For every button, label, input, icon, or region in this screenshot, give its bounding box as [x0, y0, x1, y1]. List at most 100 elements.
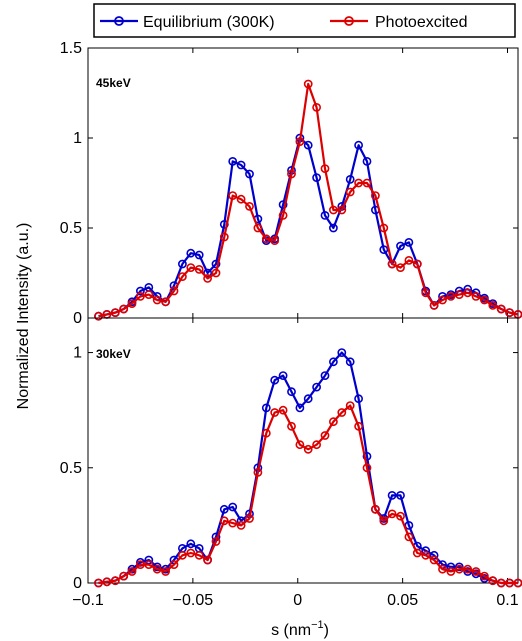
top-point-photoexcited: [236, 194, 246, 204]
top-point-photoexcited: [438, 295, 447, 305]
bot-point-equilibrium: [362, 451, 372, 461]
top-point-photoexcited: [362, 178, 372, 188]
bot-point-photoexcited: [194, 550, 204, 560]
top-point-photoexcited: [328, 205, 338, 215]
top-point-equilibrium: [278, 200, 288, 209]
top-point-photoexcited: [194, 264, 204, 274]
bot-point-equilibrium: [312, 382, 321, 392]
top-point-photoexcited: [370, 191, 380, 200]
bot-point-photoexcited: [312, 440, 321, 450]
top-point-photoexcited: [471, 291, 481, 301]
x-axis-label-sup: −1: [311, 619, 324, 631]
bot-ytick-label: 0: [73, 575, 82, 592]
bot-point-photoexcited: [320, 431, 330, 440]
legend-marker-photoexcited: [344, 16, 354, 26]
top-point-photoexcited: [404, 255, 414, 265]
bot-point-photoexcited: [412, 548, 422, 558]
bot-point-equilibrium: [387, 490, 397, 500]
bot-point-equilibrium: [186, 539, 196, 549]
bot-point-photoexcited: [370, 504, 380, 514]
bot-point-photoexcited: [438, 564, 447, 574]
bot-point-photoexcited: [463, 564, 473, 574]
top-point-photoexcited: [337, 205, 347, 215]
top-point-equilibrium: [328, 223, 338, 233]
bot-point-photoexcited: [429, 555, 439, 565]
top-point-photoexcited: [345, 187, 355, 197]
bottom-panel-frame: [87, 317, 519, 584]
bot-point-photoexcited: [144, 560, 154, 569]
bot-point-photoexcited: [119, 571, 129, 581]
top-point-photoexcited: [144, 290, 154, 299]
top-point-photoexcited: [177, 272, 187, 281]
bot-point-equilibrium: [261, 403, 271, 413]
top-panel-frame: [87, 47, 519, 319]
bottom-y-ticks: 00.51: [60, 345, 518, 592]
bot-point-photoexcited: [354, 421, 363, 431]
bot-point-photoexcited: [211, 537, 221, 546]
bot-ytick-label: 0.5: [60, 460, 82, 477]
top-point-photoexcited: [270, 236, 280, 245]
top-point-photoexcited: [278, 210, 288, 220]
bottom-x-ticks: −0.1 −0.05 0 0.05 0.1: [72, 318, 519, 609]
top-point-photoexcited: [421, 288, 431, 298]
bot-point-equilibrium: [270, 375, 280, 385]
top-series: [94, 79, 522, 321]
top-point-equilibrium: [379, 245, 389, 254]
top-point-photoexcited: [287, 169, 296, 179]
top-point-photoexcited: [169, 286, 179, 296]
top-point-photoexcited: [228, 191, 238, 200]
bot-point-photoexcited: [94, 578, 103, 588]
bot-point-photoexcited: [135, 560, 145, 569]
top-point-equilibrium: [211, 259, 221, 269]
bot-point-photoexcited: [152, 564, 162, 574]
x-tick-label: −0.05: [173, 592, 214, 609]
bot-point-photoexcited: [203, 555, 212, 565]
bot-point-photoexcited: [379, 516, 389, 526]
bot-ytick-label: 1: [73, 345, 82, 362]
bot-point-equilibrium: [337, 348, 347, 357]
top-point-photoexcited: [219, 232, 229, 242]
bot-point-photoexcited: [337, 408, 347, 417]
bot-point-photoexcited: [345, 401, 355, 410]
bot-point-equilibrium: [303, 394, 313, 404]
bot-point-equilibrium: [219, 504, 229, 514]
top-point-photoexcited: [446, 291, 456, 301]
bot-point-photoexcited: [421, 550, 431, 560]
bot-point-photoexcited: [177, 550, 187, 560]
bot-point-photoexcited: [161, 567, 170, 576]
legend-label-equilibrium: Equilibrium (300K): [143, 14, 275, 31]
x-tick-label: −0.1: [72, 592, 104, 609]
top-point-photoexcited: [261, 234, 271, 244]
bot-series-line-photoexcited: [98, 404, 518, 585]
bot-point-photoexcited: [127, 567, 137, 576]
top-point-photoexcited: [463, 288, 473, 298]
top-point-photoexcited: [354, 178, 363, 188]
bot-point-photoexcited: [245, 514, 254, 523]
top-point-photoexcited: [312, 103, 321, 112]
bot-point-photoexcited: [270, 408, 280, 417]
legend-label-photoexcited: Photoexcited: [375, 14, 468, 31]
top-point-photoexcited: [412, 259, 422, 269]
bot-point-equilibrium: [295, 403, 305, 413]
top-ytick-label: 0.5: [60, 220, 82, 237]
top-x-ticks: [87, 48, 509, 318]
legend-box: [93, 3, 516, 38]
top-series-line-photoexcited: [98, 82, 519, 318]
top-point-photoexcited: [253, 223, 263, 233]
top-point-photoexcited: [211, 268, 221, 278]
top-point-photoexcited: [295, 137, 305, 146]
top-point-equilibrium: [396, 241, 405, 251]
top-point-photoexcited: [119, 304, 129, 314]
top-point-equilibrium: [186, 248, 196, 258]
bot-point-photoexcited: [404, 532, 414, 542]
bot-point-equilibrium: [328, 357, 338, 367]
bot-point-photoexcited: [219, 516, 229, 526]
top-point-photoexcited: [454, 290, 464, 299]
top-point-equilibrium: [177, 259, 187, 269]
bot-point-photoexcited: [328, 417, 338, 427]
top-point-photoexcited: [379, 223, 389, 233]
top-point-photoexcited: [135, 291, 145, 301]
x-tick-label: 0: [293, 592, 302, 609]
bot-point-photoexcited: [488, 576, 498, 586]
